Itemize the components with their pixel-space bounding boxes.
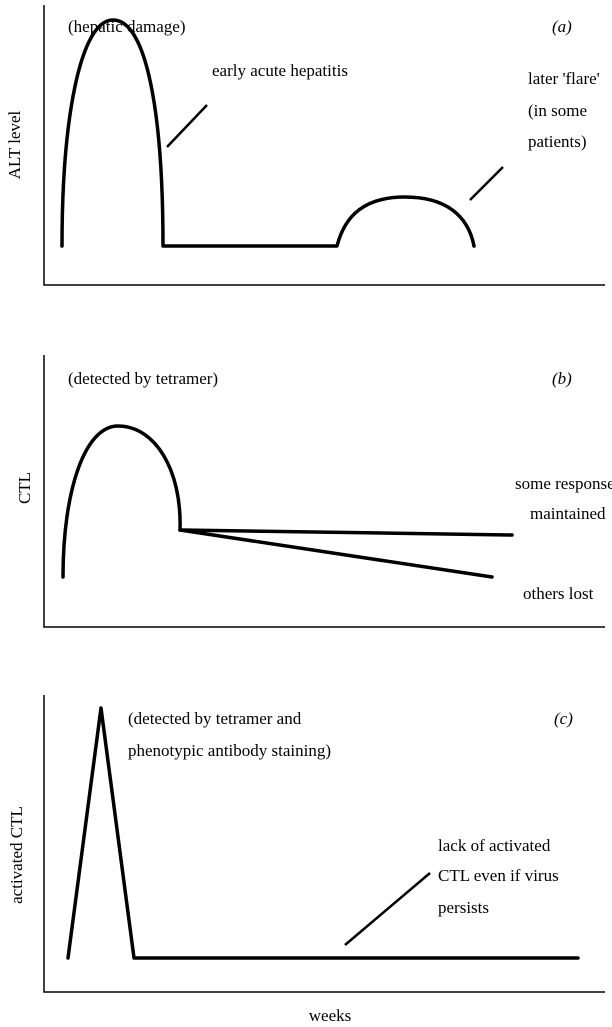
annotation: later 'flare' (528, 69, 600, 88)
panel-letter: (b) (552, 369, 572, 388)
panel-c: (detected by tetramer and phenotypic ant… (7, 695, 605, 993)
panel-a: (hepatic damage) (a) ALT level early acu… (5, 5, 605, 286)
annotation: early acute hepatitis (212, 61, 348, 80)
pointer (166, 104, 208, 148)
annotation: others lost (523, 584, 594, 603)
note: (detected by tetramer) (68, 369, 218, 388)
x-label: weeks (309, 1006, 351, 1025)
curve (61, 424, 182, 579)
annotation: persists (438, 898, 489, 917)
annotation: patients) (528, 132, 587, 151)
panel-letter: (c) (554, 709, 573, 728)
note: (detected by tetramer and (128, 709, 302, 728)
axes (43, 695, 605, 993)
annotation: lack of activated (438, 836, 551, 855)
annotation: maintained (530, 504, 606, 523)
curve (178, 528, 514, 537)
y-label: activated CTL (7, 806, 26, 904)
y-label: ALT level (5, 110, 24, 179)
annotation: some responses (515, 474, 612, 493)
axes (43, 355, 605, 628)
annotation: CTL even if virus (438, 866, 559, 885)
panel-letter: (a) (552, 17, 572, 36)
curve (178, 528, 494, 579)
note: (hepatic damage) (68, 17, 186, 36)
pointer (344, 872, 431, 946)
pointer (469, 166, 504, 201)
curve (60, 18, 476, 248)
y-label: CTL (15, 472, 34, 504)
curve (66, 706, 580, 960)
panel-b: (detected by tetramer) (b) CTL some resp… (15, 355, 612, 628)
axes (43, 5, 605, 286)
note: phenotypic antibody staining) (128, 741, 331, 760)
annotation: (in some (528, 101, 587, 120)
